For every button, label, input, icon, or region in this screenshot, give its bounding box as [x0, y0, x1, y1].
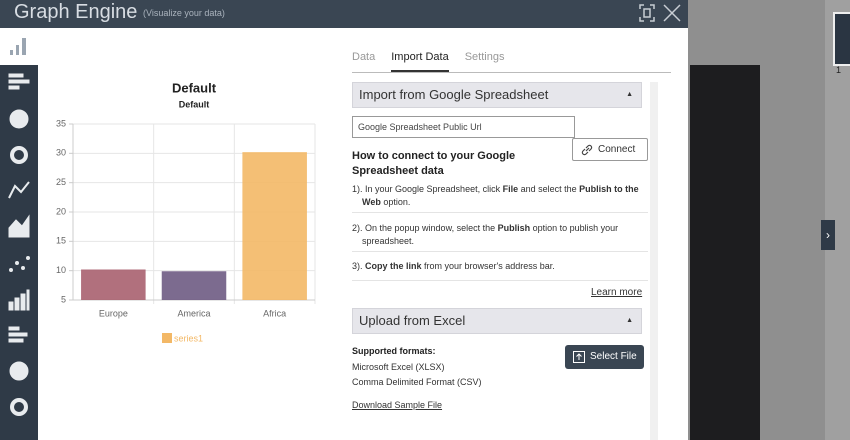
stacked-bar-icon[interactable]	[8, 326, 28, 343]
maximize-icon[interactable]	[639, 4, 655, 22]
step-text: from your browser's address bar.	[421, 261, 555, 271]
y-tick-label: 5	[61, 294, 66, 304]
scrollbar[interactable]	[650, 82, 658, 440]
y-tick-label: 10	[56, 265, 66, 275]
chart: Default Default 5 10 15 20 25 30 35 Europe Ameri…	[0, 38, 316, 440]
section-title: Upload from Excel	[359, 313, 466, 328]
link-icon	[581, 144, 593, 156]
close-icon[interactable]	[663, 4, 681, 22]
section-title: Import from Google Spreadsheet	[359, 87, 549, 102]
window-controls	[639, 4, 681, 22]
learn-more-link[interactable]: Learn more	[591, 287, 643, 298]
google-section-header[interactable]: Import from Google Spreadsheet ▲	[352, 82, 642, 108]
step-emphasis: Publish	[497, 223, 531, 233]
step: 3). Copy the link from your browser's ad…	[352, 260, 642, 273]
chart-type-toolbar	[0, 38, 38, 440]
bar	[242, 152, 307, 300]
legend-swatch	[162, 333, 172, 343]
area-icon[interactable]	[8, 214, 30, 238]
y-tick-label: 20	[56, 206, 66, 216]
step-text: and select the	[518, 184, 580, 194]
line-icon[interactable]	[8, 181, 30, 199]
step-emphasis: File	[502, 184, 519, 194]
app-title: Graph Engine	[14, 1, 138, 23]
hbar-icon[interactable]	[8, 73, 30, 90]
step: 2). On the popup window, select the Publ…	[352, 222, 642, 248]
background-image	[690, 65, 760, 440]
step-emphasis: Publish to the Web	[362, 184, 639, 207]
bar	[161, 271, 227, 300]
y-tick-label: 25	[56, 177, 66, 187]
formats-label: Supported formats:	[352, 346, 436, 356]
modal-header: Graph Engine (Visualize your data)	[0, 0, 688, 28]
collapse-caret: ▲	[626, 91, 633, 98]
separator	[352, 212, 648, 213]
connect-button[interactable]: Connect	[572, 138, 648, 161]
x-tick-label: Africa	[263, 308, 286, 318]
step-text: 1). In your Google Spreadsheet, click	[352, 184, 503, 194]
button-label: Connect	[598, 144, 636, 155]
bar	[81, 269, 146, 300]
step-text: option.	[380, 197, 411, 207]
step-text: 3).	[352, 261, 366, 271]
step: 1). In your Google Spreadsheet, click Fi…	[352, 183, 642, 209]
collapse-caret: ▲	[626, 317, 633, 324]
excel-section-header[interactable]: Upload from Excel ▲	[352, 308, 642, 334]
y-tick-label: 35	[56, 118, 66, 128]
url-input[interactable]: Google Spreadsheet Public Url	[352, 116, 575, 138]
pie-3d-icon[interactable]	[9, 361, 29, 381]
tab[interactable]: Settings	[464, 51, 505, 63]
ring-icon[interactable]	[10, 398, 28, 416]
select-file-button[interactable]: Select File	[565, 345, 644, 369]
legend-label: series1	[174, 333, 203, 343]
donut-icon[interactable]	[10, 146, 28, 164]
tab[interactable]: Data	[352, 51, 376, 63]
download-sample-link[interactable]: Download Sample File	[352, 400, 443, 410]
y-tick-label: 15	[56, 236, 66, 246]
format-item: Microsoft Excel (XLSX)	[352, 362, 445, 372]
step-text: option to publish your spreadsheet.	[362, 223, 619, 246]
chart-title: Default	[172, 80, 217, 95]
step-text: 2). On the popup window, select the	[352, 223, 498, 233]
separator	[352, 251, 648, 252]
toolbar-logo	[10, 38, 26, 55]
button-label: Select File	[590, 351, 637, 362]
instructions-heading: How to connect to your Google Spreadshee…	[352, 150, 516, 177]
app-subtitle: (Visualize your data)	[143, 8, 225, 18]
y-tick-label: 30	[56, 148, 66, 158]
x-tick-label: America	[177, 308, 210, 318]
step-emphasis: Copy the link	[365, 261, 422, 271]
format-item: Comma Delimited Format (CSV)	[352, 377, 482, 387]
x-tick-label: Europe	[99, 308, 128, 318]
pie-icon[interactable]	[9, 109, 29, 129]
thumbnail-label: 1	[836, 65, 842, 75]
column-icon[interactable]	[8, 289, 30, 311]
upload-icon	[573, 351, 585, 363]
tab[interactable]: Import Data	[391, 48, 449, 72]
tab-bar: Data Import Data Settings	[352, 48, 671, 73]
thumbnail[interactable]	[833, 12, 850, 66]
scatter-icon[interactable]	[9, 256, 30, 272]
separator	[352, 280, 648, 281]
next-arrow[interactable]: ›	[821, 220, 835, 250]
chart-subtitle: Default	[179, 99, 210, 109]
